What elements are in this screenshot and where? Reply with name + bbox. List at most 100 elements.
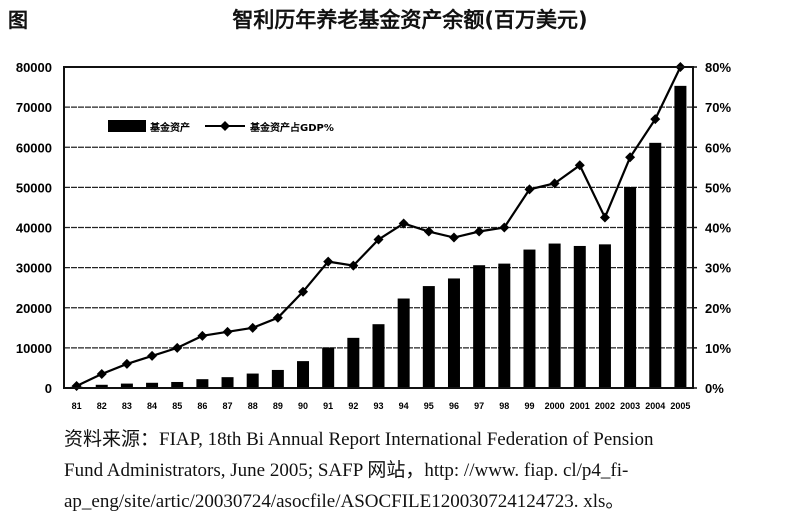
- diamond-marker-icon: [398, 218, 409, 229]
- bar: [196, 379, 209, 388]
- diamond-marker-icon: [272, 312, 283, 323]
- left-tick-label: 10000: [16, 341, 52, 356]
- x-tick-label: 88: [248, 401, 258, 411]
- diamond-marker-icon: [247, 322, 258, 333]
- bar: [624, 186, 637, 388]
- bar: [422, 286, 435, 388]
- diamond-marker-icon: [220, 121, 230, 131]
- x-tick-label: 89: [273, 401, 283, 411]
- diamond-marker-icon: [499, 222, 510, 233]
- diamond-marker-icon: [298, 286, 309, 297]
- x-axis-ticks: 81 82 83 84 85 86 87 88 89 90 91 92 93 94 95 96 97 98 99 20…: [72, 401, 691, 411]
- right-tick-label: 40%: [705, 221, 731, 236]
- x-tick-label: 95: [424, 401, 434, 411]
- left-tick-label: 50000: [16, 180, 52, 195]
- bar: [322, 347, 335, 388]
- chart-area: 0 10000 20000 30000 40000 50000 60000 70000 8000…: [16, 60, 732, 411]
- bar: [397, 298, 410, 388]
- x-tick-label: 84: [147, 401, 157, 411]
- bar: [674, 85, 687, 388]
- x-tick-label: 2000: [545, 401, 565, 411]
- x-tick-label: 86: [197, 401, 207, 411]
- diamond-marker-icon: [474, 226, 485, 237]
- figure-label: 图: [8, 8, 29, 32]
- bar: [221, 377, 234, 388]
- legend: 基金资产 基金资产占GDP%: [108, 120, 334, 134]
- bar: [171, 381, 184, 388]
- diamond-marker-icon: [96, 368, 107, 379]
- x-tick-label: 98: [499, 401, 509, 411]
- source-line-3: ap_eng/site/artic/20030724/asocfile/ASOC…: [64, 491, 625, 512]
- diamond-marker-icon: [71, 380, 82, 391]
- x-tick-label: 2001: [570, 401, 590, 411]
- x-tick-label: 94: [399, 401, 409, 411]
- diamond-marker-icon: [423, 226, 434, 237]
- right-tick-label: 10%: [705, 341, 731, 356]
- right-tick-label: 70%: [705, 100, 731, 115]
- x-tick-label: 87: [223, 401, 233, 411]
- legend-line-label: 基金资产占GDP%: [249, 121, 334, 134]
- legend-bar-swatch: [108, 120, 146, 132]
- left-tick-label: 70000: [16, 100, 52, 115]
- x-tick-label: 92: [348, 401, 358, 411]
- bar: [548, 243, 561, 388]
- left-tick-label: 0: [45, 381, 52, 396]
- diamond-marker-icon: [599, 212, 610, 223]
- source-note: 资料来源：FIAP, 18th Bi Annual Report Interna…: [64, 424, 798, 517]
- right-tick-label: 80%: [705, 60, 731, 75]
- bar: [347, 337, 360, 388]
- diamond-marker-icon: [650, 114, 661, 125]
- bar-series: [70, 85, 687, 388]
- bar: [271, 369, 284, 388]
- left-tick-label: 60000: [16, 140, 52, 155]
- x-tick-label: 90: [298, 401, 308, 411]
- right-tick-label: 30%: [705, 261, 731, 276]
- bar: [95, 384, 108, 388]
- x-tick-label: 83: [122, 401, 132, 411]
- diamond-marker-icon: [222, 326, 233, 337]
- bar: [498, 263, 511, 388]
- bar: [473, 265, 486, 388]
- x-tick-label: 81: [72, 401, 82, 411]
- x-tick-label: 2005: [670, 401, 690, 411]
- gridlines: [64, 106, 693, 349]
- left-tick-label: 20000: [16, 301, 52, 316]
- x-tick-label: 96: [449, 401, 459, 411]
- diamond-marker-icon: [147, 350, 158, 361]
- x-tick-label: 2002: [595, 401, 615, 411]
- right-axis-ticks: 0% 10% 20% 30% 40% 50% 60% 70% 80%: [693, 60, 731, 396]
- chart-title: 智利历年养老基金资产余额(百万美元): [232, 8, 588, 32]
- diamond-marker-icon: [172, 342, 183, 353]
- bar: [447, 278, 460, 388]
- x-tick-label: 2004: [645, 401, 665, 411]
- left-tick-label: 40000: [16, 221, 52, 236]
- bar: [120, 383, 133, 388]
- x-tick-label: 97: [474, 401, 484, 411]
- x-tick-label: 93: [373, 401, 383, 411]
- diamond-marker-icon: [373, 234, 384, 245]
- bar: [649, 142, 662, 388]
- source-line-1: 资料来源：FIAP, 18th Bi Annual Report Interna…: [64, 429, 654, 450]
- diamond-marker-icon: [574, 160, 585, 171]
- x-tick-label: 99: [524, 401, 534, 411]
- line-series: [71, 62, 686, 391]
- diamond-marker-icon: [448, 232, 459, 243]
- x-tick-label: 2003: [620, 401, 640, 411]
- bar: [372, 324, 385, 388]
- x-tick-label: 85: [172, 401, 182, 411]
- bar: [246, 373, 259, 388]
- diamond-marker-icon: [524, 184, 535, 195]
- diamond-marker-icon: [323, 256, 334, 267]
- right-tick-label: 60%: [705, 140, 731, 155]
- bar: [297, 361, 310, 388]
- diamond-marker-icon: [197, 330, 208, 341]
- diamond-marker-icon: [625, 152, 636, 163]
- right-tick-label: 50%: [705, 180, 731, 195]
- x-tick-label: 82: [97, 401, 107, 411]
- left-tick-label: 30000: [16, 261, 52, 276]
- legend-bar-label: 基金资产: [149, 121, 190, 134]
- diamond-marker-icon: [549, 178, 560, 189]
- left-tick-label: 80000: [16, 60, 52, 75]
- right-tick-label: 20%: [705, 301, 731, 316]
- bar: [573, 245, 586, 388]
